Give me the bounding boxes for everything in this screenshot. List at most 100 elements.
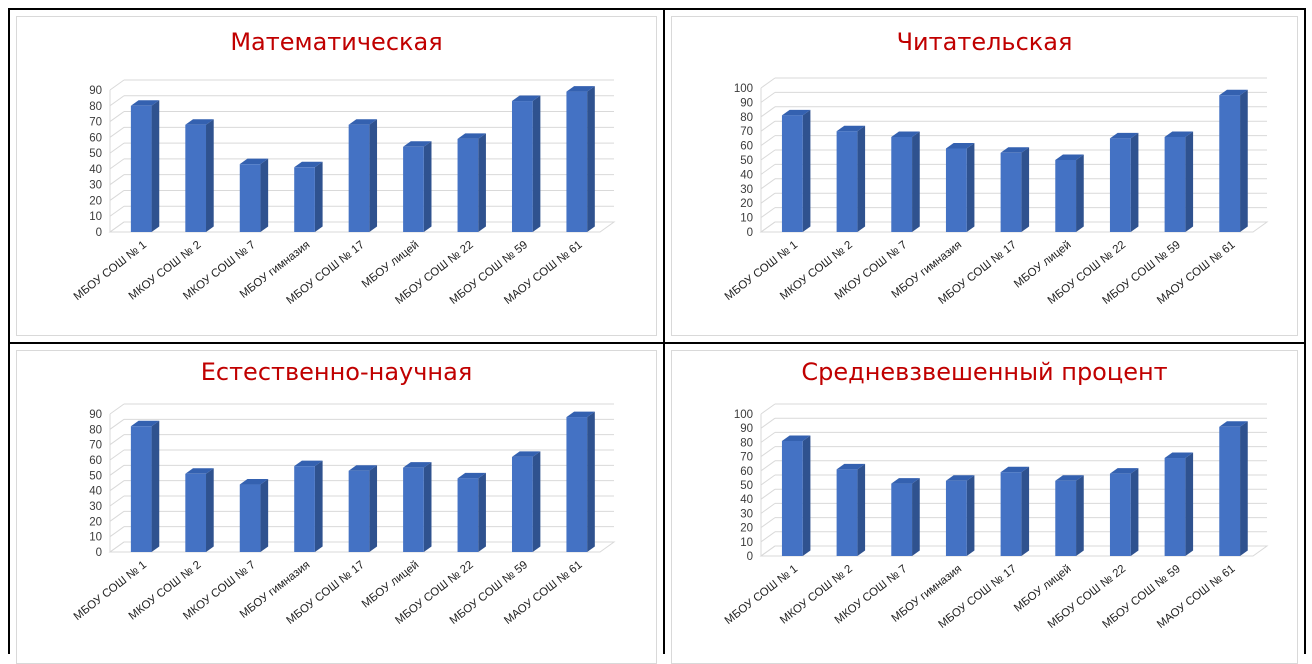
y-tick-label: 20 xyxy=(89,195,102,207)
bar-top xyxy=(239,158,269,165)
bar-front xyxy=(1164,136,1186,232)
bar-side xyxy=(206,468,214,552)
bar-side xyxy=(587,411,595,552)
bar-front xyxy=(1109,138,1131,232)
bar-top xyxy=(891,478,920,484)
gridline-side xyxy=(760,120,776,132)
chart-frame xyxy=(671,16,1298,336)
bar xyxy=(891,131,920,232)
bar-top xyxy=(781,435,811,441)
y-tick-label: 50 xyxy=(740,480,753,492)
bar-front xyxy=(891,136,913,232)
gridline-side xyxy=(760,91,776,103)
bar-front xyxy=(781,115,803,232)
bar-top xyxy=(457,472,486,479)
bar-top xyxy=(403,141,432,147)
bar-side xyxy=(1021,147,1030,232)
y-tick-label: 60 xyxy=(89,455,102,467)
y-tick-label: 30 xyxy=(89,501,102,513)
bar xyxy=(1055,154,1084,232)
bar-top xyxy=(836,463,866,470)
bar xyxy=(348,119,378,232)
bar xyxy=(239,158,269,232)
chart-floor xyxy=(759,545,1269,557)
bar-side xyxy=(423,462,432,552)
bar-front xyxy=(403,467,424,552)
bar-front xyxy=(348,470,370,552)
gridline-side xyxy=(760,502,776,514)
gridline-side xyxy=(109,526,125,538)
gridline-side xyxy=(760,531,776,543)
bar-top xyxy=(130,420,160,427)
bar-front xyxy=(891,483,913,556)
bar-top xyxy=(348,119,378,125)
gridline-side xyxy=(109,205,125,217)
bar xyxy=(1000,466,1030,556)
bar-side xyxy=(1076,475,1084,556)
bar-top xyxy=(1109,468,1139,474)
y-tick-label: 40 xyxy=(89,486,102,498)
bar-top xyxy=(1000,466,1030,473)
gridline-side xyxy=(760,77,776,89)
bar xyxy=(945,142,975,232)
bar-side xyxy=(912,478,920,556)
chart-floor xyxy=(108,541,616,553)
bar-front xyxy=(566,91,588,232)
gridline-side xyxy=(760,135,776,147)
y-tick-label: 90 xyxy=(740,97,753,109)
bar-top xyxy=(1055,154,1084,160)
y-tick-label: 10 xyxy=(89,532,102,544)
table-border-middle xyxy=(8,342,1306,344)
y-tick-label: 70 xyxy=(740,126,753,138)
table-border-center xyxy=(663,8,665,654)
bar-top xyxy=(185,468,214,474)
bar xyxy=(1109,132,1139,232)
y-tick-label: 70 xyxy=(89,440,102,452)
bar-top xyxy=(457,133,486,139)
bar xyxy=(1219,421,1248,556)
y-tick-label: 100 xyxy=(734,409,753,421)
bar-side xyxy=(151,420,160,552)
y-tick-label: 40 xyxy=(740,494,753,506)
bar-side xyxy=(369,119,378,232)
chart-cell-1: Читательская 0 10 20 30 40 50 60 70 80 90 100 МБОУ … xyxy=(665,10,1304,342)
bar-side xyxy=(260,158,269,232)
gridline-side xyxy=(760,207,776,219)
chart-cell-0: Математическая 0 10 20 30 40 50 60 70 80 90 МБОУ С… xyxy=(10,10,663,342)
bar-front xyxy=(1109,473,1131,556)
bar-top xyxy=(945,142,975,149)
y-tick-label: 40 xyxy=(89,164,102,176)
y-tick-label: 70 xyxy=(89,117,102,129)
bar-side xyxy=(369,465,378,552)
y-tick-label: 10 xyxy=(89,211,102,223)
y-tick-label: 40 xyxy=(740,169,753,181)
bar-side xyxy=(587,86,595,232)
gridline-side xyxy=(109,95,125,107)
bar-side xyxy=(966,475,975,556)
bar-top xyxy=(1055,475,1084,481)
gridline-side xyxy=(760,474,776,486)
y-tick-label: 20 xyxy=(89,516,102,528)
bar-top xyxy=(294,460,323,467)
bar xyxy=(566,411,595,552)
bar-front xyxy=(185,124,207,232)
bar-top xyxy=(294,161,323,168)
bar-front xyxy=(945,148,967,232)
gridline-side xyxy=(109,142,125,154)
bar-top xyxy=(403,462,432,468)
gridline-side xyxy=(760,460,776,472)
gridline-side xyxy=(760,446,776,458)
y-tick-label: 20 xyxy=(740,523,753,535)
table-border-top xyxy=(8,8,1306,10)
bar-side xyxy=(912,131,920,232)
gridline-side xyxy=(760,403,776,415)
bar-side xyxy=(1130,468,1139,556)
chart-floor xyxy=(759,221,1269,233)
y-tick-label: 60 xyxy=(89,132,102,144)
bar-side xyxy=(857,463,866,556)
y-tick-label: 0 xyxy=(96,227,102,239)
